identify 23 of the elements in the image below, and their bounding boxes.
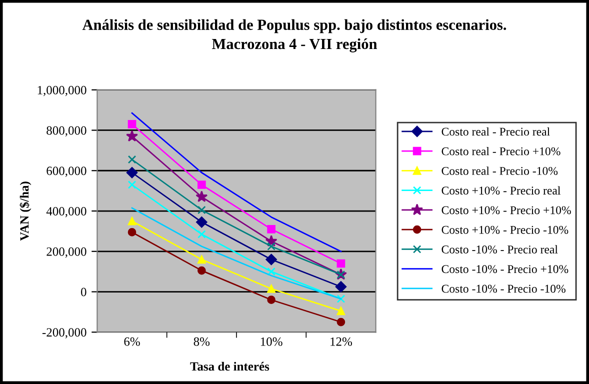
y-axis-title: VAN ($/ha) [20,182,32,241]
y-tick-label: -200,000 [42,328,86,338]
legend-label: Costo real - Precio real [442,127,550,136]
legend-label: Costo real - Precio +10% [442,146,560,156]
x-tick-label: 6% [124,337,140,346]
legend-label: Costo real - Precio -10% [442,166,558,175]
y-tick-label: 400,000 [46,207,86,218]
legend-label: Costo +10% - Precio real [442,186,560,195]
legend-label: Costo -10% - Precio real [442,245,558,254]
legend-label: Costo +10% - Precio +10% [442,206,571,214]
legend-label: Costo -10% - Precio +10% [442,265,568,274]
chart-title: Análisis de sensibilidad de Populus spp. bajo distintos escenarios. Macrozona 4 - VII región [82,19,506,52]
x-axis-title: Tasa de interés [190,362,270,371]
y-tick-label: 0 [80,288,86,296]
legend-label: Costo +10% - Precio -10% [442,226,568,234]
legend-label: Costo -10% - Precio -10% [442,284,566,293]
y-tick-label: 600,000 [46,166,86,177]
x-tick-label: 10% [260,337,282,346]
x-tick-label: 12% [330,337,352,346]
y-tick-label: 1,000,000 [38,86,86,96]
y-tick-label: 200,000 [46,247,86,258]
y-tick-label: 800,000 [46,126,86,136]
x-tick-label: 8% [194,337,210,346]
